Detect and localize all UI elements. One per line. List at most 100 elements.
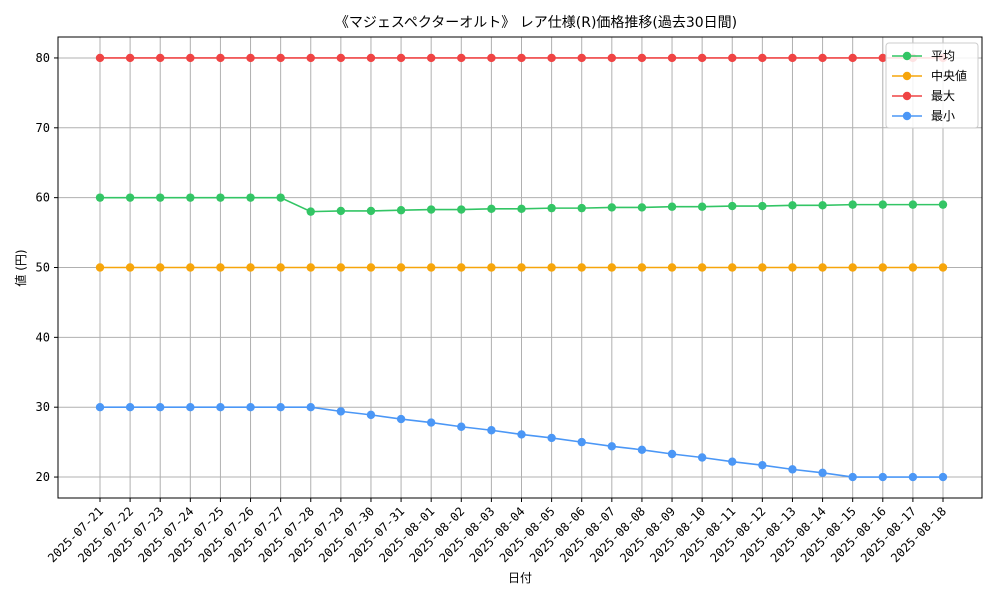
data-point (457, 205, 466, 214)
data-point (95, 193, 105, 202)
data-point (818, 468, 827, 478)
data-point (637, 445, 647, 455)
legend-swatch-marker (902, 111, 912, 121)
data-point (246, 53, 255, 63)
data-point (156, 193, 165, 202)
data-point (306, 207, 315, 216)
data-point (306, 402, 315, 412)
data-point (457, 422, 466, 431)
data-point (607, 203, 617, 212)
x-axis-title: 日付 (508, 571, 532, 585)
data-point (607, 442, 617, 451)
data-point (95, 53, 105, 63)
data-point (818, 263, 827, 272)
data-point (125, 53, 135, 63)
data-point (366, 206, 376, 216)
data-point (396, 263, 406, 272)
data-point (95, 402, 105, 412)
data-point (396, 414, 406, 424)
data-point (336, 53, 346, 63)
y-tick-label: 40 (36, 330, 50, 344)
data-point (457, 53, 466, 63)
data-point (758, 53, 767, 63)
series-2 (95, 53, 948, 63)
legend-label: 最大 (931, 89, 955, 103)
data-point (878, 263, 887, 272)
series-3 (95, 402, 948, 482)
data-point (728, 263, 737, 272)
data-point (306, 53, 315, 63)
data-point (938, 472, 948, 482)
data-point (246, 263, 255, 272)
data-point (697, 453, 707, 462)
data-point (878, 472, 887, 482)
data-point (95, 263, 105, 272)
data-point (577, 53, 586, 63)
data-point (788, 53, 797, 63)
data-point (728, 201, 737, 211)
legend-swatch-marker (902, 51, 912, 61)
data-point (547, 263, 556, 272)
y-tick-label: 70 (36, 121, 50, 135)
data-point (788, 263, 797, 272)
data-point (667, 449, 677, 459)
data-point (547, 433, 556, 443)
y-tick-label: 20 (36, 470, 50, 484)
data-point (577, 263, 586, 272)
data-point (487, 426, 496, 435)
data-point (577, 203, 586, 213)
y-axis-ticks: 20 30 40 50 60 70 80 (36, 51, 58, 484)
data-point (457, 263, 466, 272)
data-point (276, 263, 285, 272)
data-point (125, 263, 135, 272)
data-point (487, 204, 496, 214)
data-point (667, 202, 677, 211)
data-point (426, 263, 436, 272)
data-point (426, 53, 436, 63)
data-point (697, 263, 707, 272)
data-point (697, 53, 707, 63)
y-tick-label: 30 (36, 400, 50, 414)
data-point (216, 53, 225, 63)
data-point (577, 437, 586, 447)
chart-title: 《マジェスペクターオルト》 レア仕様(R)価格推移(過去30日間) (335, 15, 737, 31)
y-tick-label: 80 (36, 51, 50, 65)
data-point (547, 53, 556, 63)
y-tick-label: 50 (36, 261, 50, 275)
data-point (186, 402, 195, 412)
data-point (276, 402, 285, 412)
data-point (758, 201, 767, 211)
data-point (186, 193, 195, 202)
data-point (336, 263, 346, 272)
legend-label: 平均 (931, 49, 955, 63)
data-point (758, 460, 767, 470)
data-point (306, 263, 315, 272)
data-point (336, 206, 346, 216)
data-point (878, 53, 887, 63)
data-point (788, 465, 797, 474)
data-point (667, 53, 677, 63)
data-point (276, 53, 285, 63)
data-point (667, 263, 677, 272)
data-point (366, 53, 376, 63)
series-layer (95, 53, 948, 482)
data-point (938, 200, 948, 209)
data-point (156, 263, 165, 272)
data-point (637, 53, 647, 63)
data-point (607, 263, 617, 272)
data-point (216, 263, 225, 272)
data-point (125, 193, 135, 202)
data-point (246, 402, 255, 412)
data-point (216, 402, 225, 412)
data-point (396, 206, 406, 215)
data-point (607, 53, 617, 63)
data-point (728, 457, 737, 466)
legend-box (885, 42, 979, 129)
data-point (637, 263, 647, 272)
data-point (908, 263, 918, 272)
y-tick-label: 60 (36, 191, 50, 205)
data-point (908, 200, 918, 209)
